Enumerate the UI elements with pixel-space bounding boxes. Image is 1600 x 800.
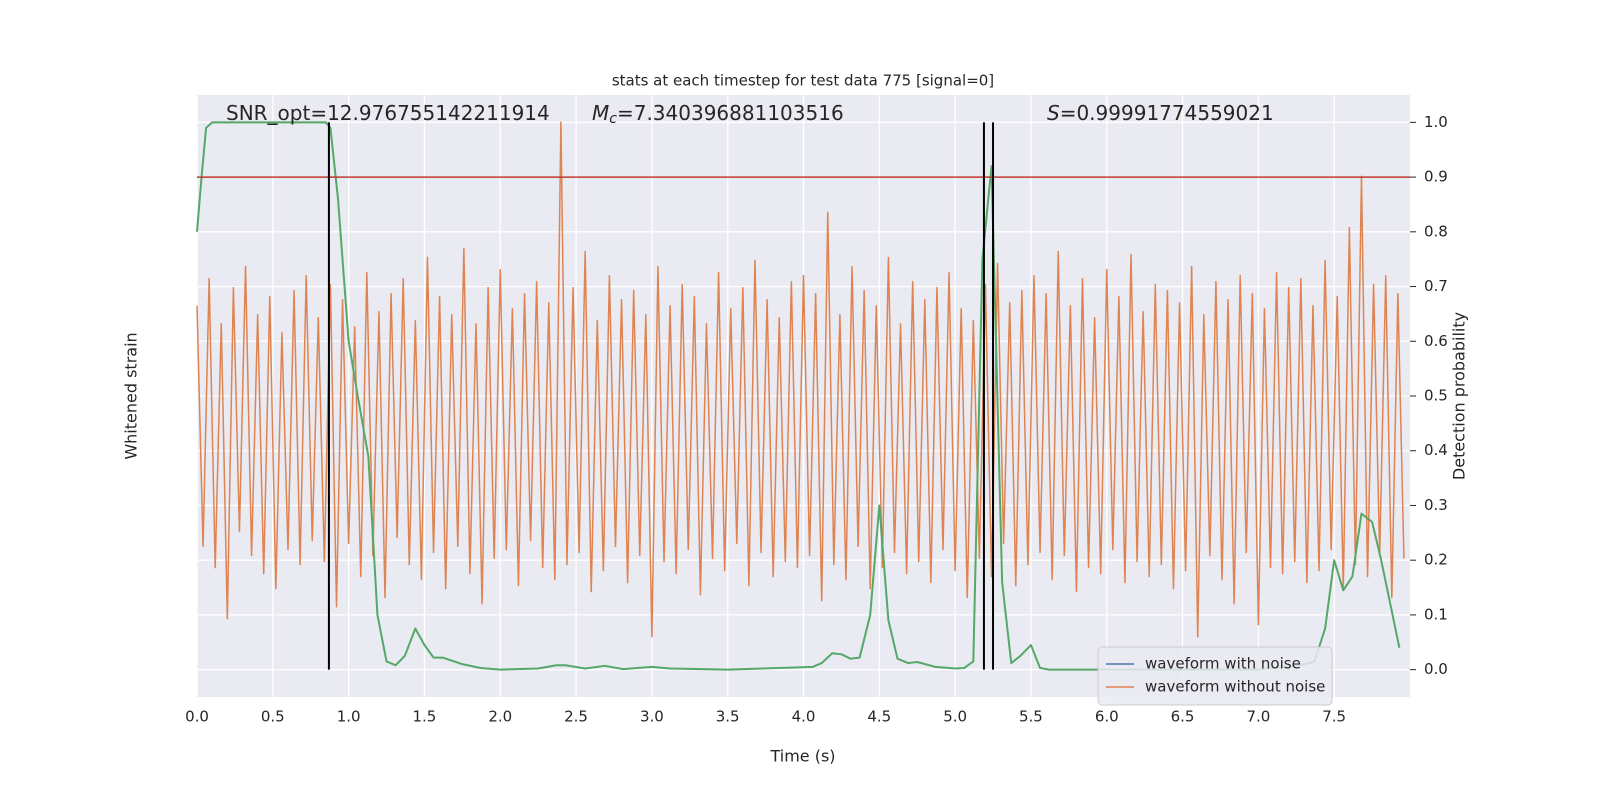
annotation-text: SNR_opt=12.976755142211914	[226, 101, 550, 125]
y2-tick-label: 0.6	[1424, 332, 1448, 350]
y2-tick-label: 0.5	[1424, 387, 1448, 405]
legend-label: waveform with noise	[1145, 655, 1301, 673]
y2-tick-label: 0.7	[1424, 277, 1448, 295]
y2-tick-label: 1.0	[1424, 113, 1448, 131]
y2-tick-label: 0.4	[1424, 441, 1448, 459]
x-tick-label: 3.0	[640, 708, 664, 726]
annotation: S=0.99991774559021	[1047, 101, 1274, 125]
x-tick-label: 1.5	[413, 708, 437, 726]
overlay: 0.0 0.5 1.0 1.5 2.0 2.5 3.0 3.5 4.0 4.5 5.0 5.5 6.0 6…	[185, 101, 1448, 726]
x-axis-label: Time (s)	[769, 747, 835, 766]
annotation: SNR_opt=12.976755142211914	[226, 101, 550, 125]
annotation-text: =7.340396881103516	[617, 101, 844, 125]
x-tick-label: 5.5	[1019, 708, 1043, 726]
annotation-subscript: c	[609, 111, 617, 127]
marks	[196, 121, 1410, 671]
x-tick-label: 1.0	[337, 708, 361, 726]
annotation-text: =0.99991774559021	[1060, 101, 1274, 125]
x-tick-label: 4.0	[792, 708, 816, 726]
series-line	[196, 121, 1401, 671]
x-tick-label: 5.0	[943, 708, 967, 726]
annotation: Mc=7.340396881103516	[592, 101, 844, 128]
y2-tick-label: 0.0	[1424, 660, 1448, 678]
annotation-symbol: S	[1047, 101, 1060, 125]
y2-tick-label: 0.9	[1424, 168, 1448, 186]
x-tick-label: 0.0	[185, 708, 209, 726]
x-tick-label: 7.5	[1322, 708, 1346, 726]
x-tick-label: 0.5	[261, 708, 285, 726]
chart-title: stats at each timestep for test data 775…	[612, 72, 994, 90]
annotation-symbol: M	[592, 101, 609, 125]
x-tick-label: 4.5	[867, 708, 891, 726]
x-tick-label: 2.5	[564, 708, 588, 726]
y2-tick-label: 0.8	[1424, 222, 1448, 240]
x-tick-label: 6.0	[1095, 708, 1119, 726]
y2-tick-label: 0.3	[1424, 496, 1448, 514]
legend-box	[1097, 646, 1333, 706]
y2-tick-label: 0.2	[1424, 551, 1448, 569]
series-line	[196, 121, 1405, 638]
x-tick-label: 6.5	[1171, 708, 1195, 726]
y2-axis-label: Detection probability	[1450, 312, 1469, 480]
y-axis-label: Whitened strain	[122, 332, 141, 459]
y2-tick-label: 0.1	[1424, 605, 1448, 623]
x-tick-label: 3.5	[716, 708, 740, 726]
x-tick-label: 2.0	[488, 708, 512, 726]
x-tick-label: 7.0	[1246, 708, 1270, 726]
legend-label: waveform without noise	[1145, 678, 1325, 696]
